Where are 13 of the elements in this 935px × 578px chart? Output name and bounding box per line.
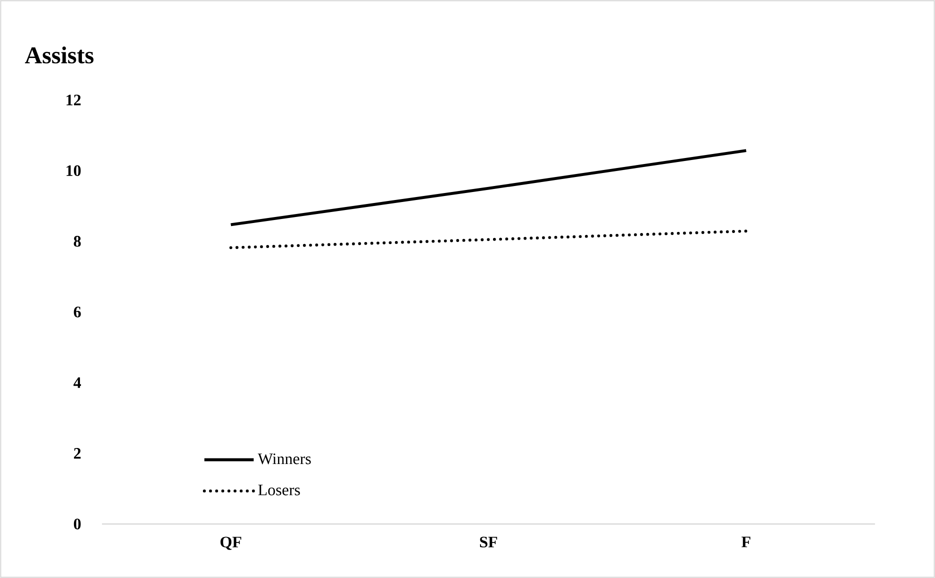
y-tick-label: 10: [66, 165, 81, 176]
y-tick-label: 2: [74, 448, 81, 459]
y-tick-label: 4: [74, 377, 81, 388]
x-tick-label: QF: [220, 536, 242, 550]
y-tick-label: 12: [66, 94, 81, 106]
chart-title: Assists: [24, 46, 94, 64]
y-tick-label: 0: [74, 518, 81, 530]
legend-label: Winners: [258, 453, 311, 464]
legend-label: Losers: [258, 484, 300, 496]
x-tick-label: F: [742, 536, 750, 548]
x-tick-label: SF: [480, 536, 498, 548]
y-tick-label: 6: [74, 306, 81, 318]
y-tick-label: 8: [74, 236, 81, 247]
